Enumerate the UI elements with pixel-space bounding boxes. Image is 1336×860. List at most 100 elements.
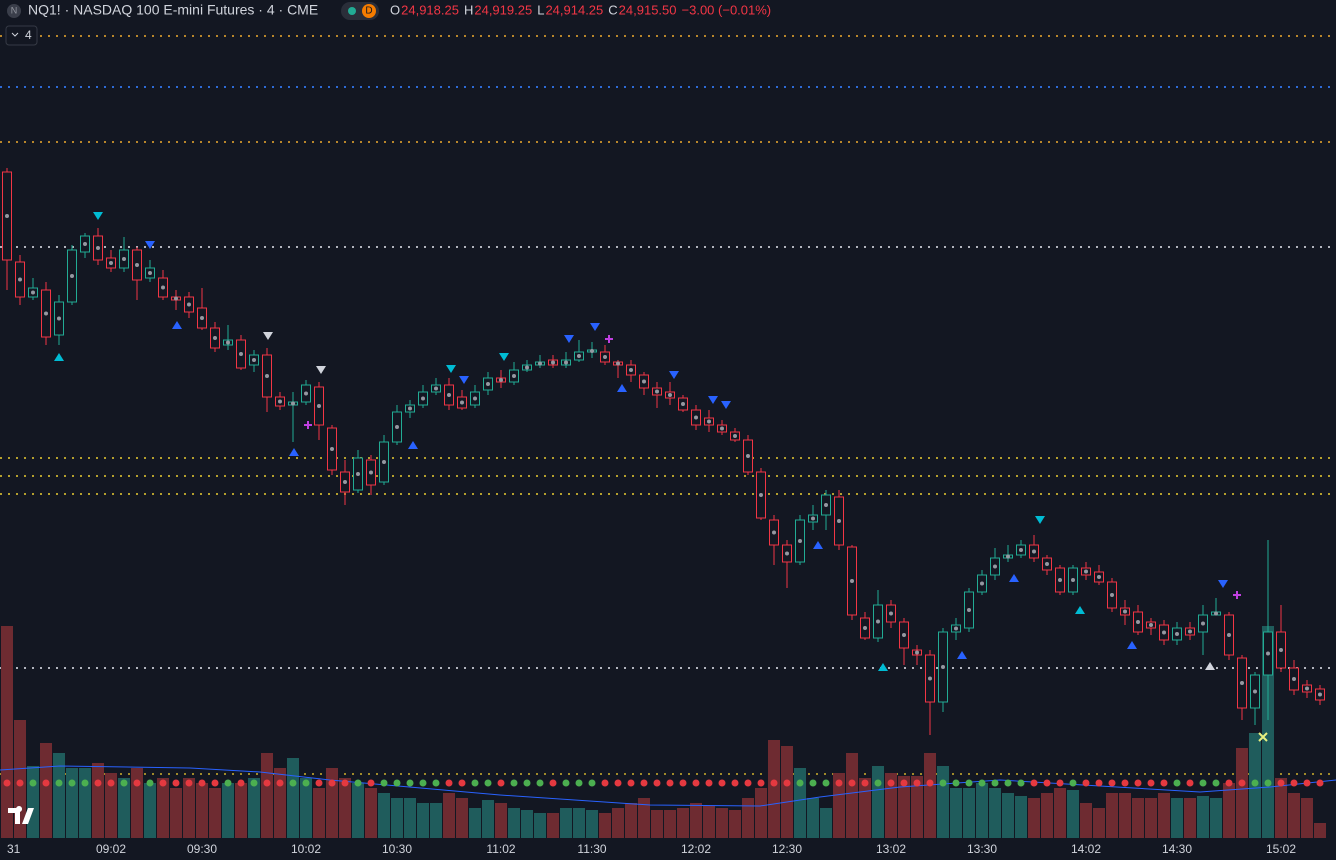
signal-dot xyxy=(146,779,154,787)
signal-dot xyxy=(172,779,180,787)
signal-dot xyxy=(237,779,245,787)
volume-bar xyxy=(417,803,429,838)
volume-bar xyxy=(521,810,533,838)
signal-marker xyxy=(172,321,182,329)
interval: 4 xyxy=(25,28,32,42)
body-dot xyxy=(1175,632,1179,636)
volume-bar xyxy=(105,773,117,838)
signal-dot xyxy=(887,779,895,787)
signal-dot xyxy=(224,779,232,787)
interval-box[interactable] xyxy=(5,25,38,46)
volume-bar xyxy=(573,808,585,838)
body-dot xyxy=(590,349,594,353)
body-dot xyxy=(31,290,35,295)
body-dot xyxy=(694,415,698,420)
signal-dot xyxy=(874,779,882,787)
signal-dot xyxy=(679,779,687,787)
body-dot xyxy=(707,419,711,424)
signal-dot xyxy=(497,779,505,787)
body-dot xyxy=(408,406,412,411)
body-dot xyxy=(863,626,867,630)
volume-bar xyxy=(872,766,884,838)
volume-bar xyxy=(313,788,325,838)
signal-marker xyxy=(590,323,600,331)
signal-dot xyxy=(731,779,739,787)
volume-bar xyxy=(326,768,338,838)
signal-dot xyxy=(848,779,856,787)
body-dot xyxy=(538,361,542,366)
volume-bar xyxy=(183,778,195,838)
signal-marker xyxy=(617,384,627,392)
signal-marker xyxy=(263,332,273,340)
signal-dot xyxy=(432,779,440,787)
volume-bar xyxy=(690,803,702,838)
body-dot xyxy=(811,516,815,521)
volume-bar xyxy=(638,798,650,838)
signal-dot xyxy=(939,779,947,787)
volume-bar xyxy=(261,753,273,838)
signal-dot xyxy=(185,779,193,787)
volume-bar xyxy=(300,778,312,838)
volume-bar xyxy=(118,778,130,838)
logo xyxy=(8,806,34,824)
volume-bar xyxy=(1,626,13,838)
body-dot xyxy=(603,355,607,359)
signal-dot xyxy=(367,779,375,787)
volume-bar xyxy=(794,768,806,838)
body-dot xyxy=(655,389,659,394)
signal-dots xyxy=(3,779,1324,787)
signal-dot xyxy=(471,779,479,787)
body-dot xyxy=(1162,630,1166,635)
signal-dot xyxy=(1082,779,1090,787)
body-dot xyxy=(161,285,165,290)
body-dot xyxy=(200,316,204,320)
signal-marker xyxy=(289,448,299,456)
signal-dot xyxy=(796,779,804,787)
signal-dot xyxy=(380,779,388,787)
signal-marker xyxy=(1218,580,1228,588)
volume-bar xyxy=(807,798,819,838)
signal-dot xyxy=(627,779,635,787)
volume-bar xyxy=(781,746,793,838)
signal-dot xyxy=(159,779,167,787)
body-dot xyxy=(1149,623,1153,627)
signal-dot xyxy=(575,779,583,787)
volume-bar xyxy=(1184,798,1196,838)
signal-dot xyxy=(458,779,466,787)
body-dot xyxy=(1240,681,1244,685)
body-dot xyxy=(1136,620,1140,624)
signal-marker xyxy=(145,241,155,249)
volume-bar xyxy=(612,808,624,838)
signal-marker xyxy=(93,212,103,220)
body-dot xyxy=(954,626,958,631)
signal-dot xyxy=(1212,779,1220,787)
body-dot xyxy=(83,242,87,246)
volume-bar xyxy=(885,773,897,838)
volume-bar xyxy=(1314,823,1326,838)
body-dot xyxy=(174,296,178,301)
body-dot xyxy=(213,336,217,340)
volume-bar xyxy=(339,778,351,838)
signal-dot xyxy=(601,779,609,787)
signal-dot xyxy=(809,779,817,787)
volume-bar xyxy=(534,813,546,838)
volume-bar xyxy=(170,788,182,838)
body-dot xyxy=(1253,689,1257,694)
signal-dot xyxy=(562,779,570,787)
signal-marker xyxy=(408,441,418,449)
body-dot xyxy=(733,434,737,438)
signal-dot xyxy=(783,779,791,787)
volume-bar xyxy=(443,793,455,838)
body-dot xyxy=(1279,648,1283,652)
symbol-title[interactable]: NQ1! · NASDAQ 100 E-mini Futures · 4 · C… xyxy=(28,2,318,18)
volume-bar xyxy=(1301,798,1313,838)
volume-bar xyxy=(768,740,780,838)
body-dot xyxy=(1266,651,1270,656)
signal-dot xyxy=(276,779,284,787)
body-dot xyxy=(876,619,880,624)
volume-bar xyxy=(560,808,572,838)
body-dot xyxy=(837,519,841,523)
body-dot xyxy=(525,365,529,370)
ohlc-label: C xyxy=(608,2,617,17)
body-dot xyxy=(1227,633,1231,637)
